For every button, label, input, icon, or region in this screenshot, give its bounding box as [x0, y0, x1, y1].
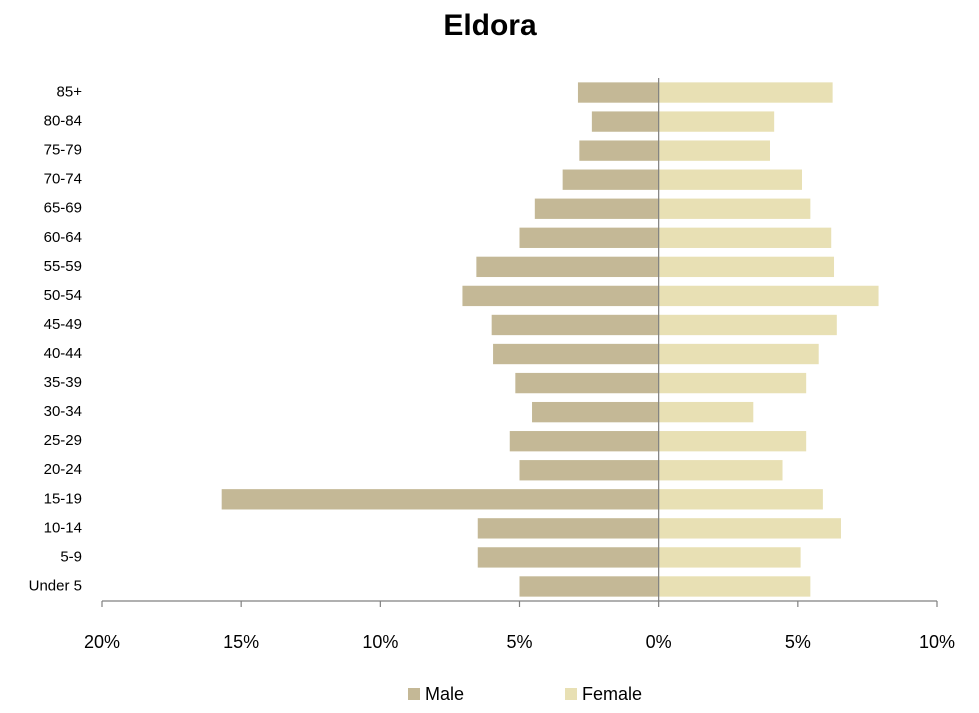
bar — [519, 227, 659, 248]
y-tick-label: 45-49 — [44, 316, 82, 333]
bar — [577, 82, 659, 103]
y-tick-label: 65-69 — [44, 200, 82, 217]
bar — [658, 198, 811, 219]
bar — [509, 431, 659, 452]
bar — [658, 140, 770, 161]
y-tick-label: 85+ — [57, 83, 83, 100]
x-tick-label: 5% — [785, 632, 811, 652]
bar — [477, 547, 659, 568]
bar — [221, 489, 659, 510]
y-tick-label: 5-9 — [60, 548, 82, 565]
legend-swatch — [565, 688, 577, 700]
bar — [658, 489, 823, 510]
x-tick-label: 0% — [646, 632, 672, 652]
y-tick-label: 35-39 — [44, 374, 82, 391]
bar — [476, 256, 659, 278]
bar — [658, 372, 807, 394]
y-tick-label: 15-19 — [44, 490, 82, 507]
bar — [515, 372, 659, 394]
y-tick-label: 50-54 — [44, 287, 82, 304]
legend-label: Male — [425, 684, 464, 704]
y-tick-label: 25-29 — [44, 432, 82, 449]
x-tick-label: 5% — [506, 632, 532, 652]
x-tick-label: 10% — [362, 632, 398, 652]
bar — [658, 547, 801, 568]
bar — [658, 460, 783, 481]
bar — [591, 111, 659, 132]
x-tick-label: 15% — [223, 632, 259, 652]
chart-title: Eldora — [443, 9, 537, 42]
y-tick-label: 70-74 — [44, 171, 82, 188]
bar — [658, 576, 811, 597]
bar — [534, 198, 659, 219]
bar — [579, 140, 659, 161]
bar — [493, 343, 659, 365]
bar — [658, 518, 841, 539]
y-tick-label: Under 5 — [29, 577, 82, 594]
bar — [658, 82, 833, 103]
x-tick-label: 20% — [84, 632, 120, 652]
y-tick-label: 55-59 — [44, 258, 82, 275]
y-tick-label: 40-44 — [44, 345, 82, 362]
y-tick-label: 75-79 — [44, 142, 82, 159]
y-tick-label: 80-84 — [44, 113, 82, 130]
bar — [658, 401, 754, 423]
bar — [658, 111, 775, 132]
bar — [519, 460, 659, 481]
y-tick-label: 20-24 — [44, 461, 82, 478]
bar — [658, 314, 837, 336]
bar — [658, 169, 803, 190]
bar — [658, 285, 879, 307]
legend-swatch — [408, 688, 420, 700]
bar — [658, 227, 832, 248]
legend-label: Female — [582, 684, 642, 704]
bar — [532, 401, 659, 423]
y-tick-label: 30-34 — [44, 403, 82, 420]
bar — [658, 431, 807, 452]
y-tick-label: 10-14 — [44, 519, 82, 536]
bar — [462, 285, 659, 307]
bar — [491, 314, 659, 336]
bar — [519, 576, 659, 597]
bar — [562, 169, 659, 190]
x-tick-label: 10% — [919, 632, 955, 652]
bar — [658, 256, 835, 278]
y-tick-label: 60-64 — [44, 229, 82, 246]
bar — [477, 518, 659, 539]
bar — [658, 343, 819, 365]
